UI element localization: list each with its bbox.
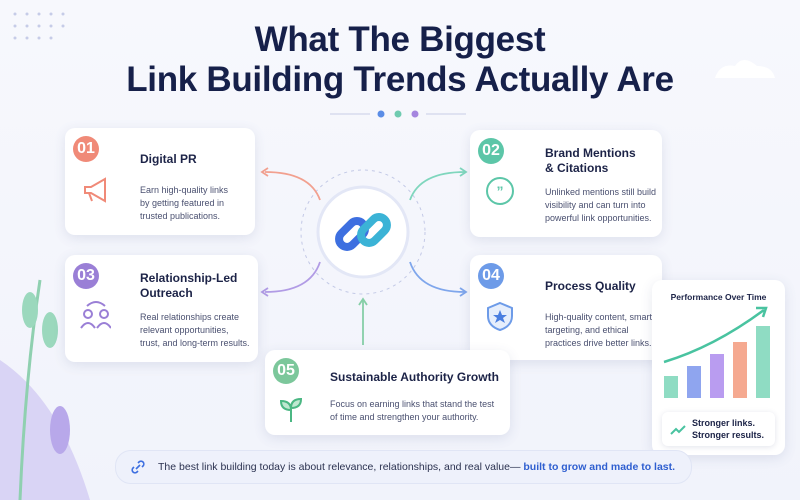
card-number: 03: [73, 263, 99, 289]
card-description-line: of time and strengthen your authority.: [330, 412, 479, 422]
card-title: Brand Mentions & Citations: [545, 146, 636, 176]
title-dots: [377, 110, 419, 118]
title-line: Link Building Trends Actually Are: [126, 60, 674, 99]
footer-highlight: built to grow and made to last.: [523, 461, 676, 473]
title-line: What The Biggest: [254, 20, 546, 59]
trend-card: 03 Relationship-Led Outreach Real relations…: [65, 255, 258, 362]
trend-card: 02 ” Brand Mentions & Citations Unlinked men…: [470, 130, 662, 237]
card-number: 02: [478, 138, 504, 164]
card-description: Unlinked mentions still build visibility …: [545, 186, 656, 225]
card-description-line: visibility and can turn into: [545, 200, 646, 210]
card-title: Sustainable Authority Growth: [330, 370, 499, 385]
panel-chart: [663, 306, 770, 398]
card-description-line: practices drive better links.: [545, 338, 652, 348]
card-title: Digital PR: [140, 152, 197, 167]
cloud: [715, 60, 775, 78]
footer-icon: [131, 460, 145, 474]
card-title-line: & Citations: [545, 161, 609, 175]
caption-line: Stronger links.: [692, 418, 756, 428]
card-title: Relationship-Led Outreach: [140, 271, 237, 301]
card-icon: [84, 177, 106, 203]
dot-grid: [13, 12, 65, 40]
card-description: Focus on earning links that stand the te…: [330, 398, 494, 424]
card-number: 05: [273, 358, 299, 384]
card-number: 04: [478, 263, 504, 289]
link-icon: [335, 213, 391, 251]
card-title-line: Digital PR: [140, 152, 197, 166]
card-description-line: targeting, and ethical: [545, 325, 629, 335]
panel-title: Performance Over Time: [670, 292, 767, 302]
trend-card: 05 Sustainable Authority Growth Focus on e…: [265, 350, 510, 435]
card-description-line: High-quality content, smart: [545, 312, 653, 322]
card-icon: ”: [486, 177, 514, 205]
card-title-line: Relationship-Led: [140, 271, 238, 285]
panel-caption: Stronger links. Stronger results.: [662, 412, 775, 446]
ring: [300, 169, 426, 295]
card-description: Earn high-quality links by getting featur…: [140, 184, 228, 223]
arrows: [260, 167, 468, 345]
card-description-line: relevant opportunities,: [140, 325, 229, 335]
card-description-line: Real relationships create: [140, 312, 240, 322]
footer: The best link building today is about re…: [115, 450, 692, 484]
card-description-line: powerful link opportunities.: [545, 213, 652, 223]
caption-line: Stronger results.: [692, 430, 765, 440]
card-number: 01: [73, 136, 99, 162]
card-title: Process Quality: [545, 279, 636, 294]
side-panel: Performance Over Time Stronger links. St…: [652, 280, 785, 455]
card-icon: [279, 397, 303, 422]
leaf-bg: [0, 360, 90, 500]
card-icon: [80, 301, 111, 329]
leaf: [22, 292, 38, 328]
footer-text: The best link building today is about re…: [158, 461, 521, 473]
trend-card: 01 Digital PR Earn high-quality links by ge…: [65, 128, 255, 235]
leaf: [42, 312, 58, 348]
card-description-line: by getting featured in: [140, 198, 225, 208]
card-icon: [487, 301, 513, 332]
card-title-line: Outreach: [140, 286, 193, 300]
trend-icon: [670, 425, 686, 435]
card-title-line: Process Quality: [545, 279, 636, 293]
card-description: High-quality content, smart targeting, an…: [545, 311, 652, 350]
svg-text:”: ”: [497, 183, 504, 199]
card-description: Real relationships create relevant opport…: [140, 311, 250, 350]
card-description-line: Unlinked mentions still build: [545, 187, 657, 197]
card-description-line: trusted publications.: [140, 211, 221, 221]
card-title-line: Brand Mentions: [545, 146, 636, 160]
card-description-line: trust, and long-term results.: [140, 338, 250, 348]
card-description-line: Focus on earning links that stand the te…: [330, 399, 495, 409]
card-description-line: Earn high-quality links: [140, 185, 229, 195]
trend-card: 04 Process Quality High-quality content, s…: [470, 255, 662, 360]
leaf: [50, 406, 70, 454]
card-title-line: Sustainable Authority Growth: [330, 370, 499, 384]
